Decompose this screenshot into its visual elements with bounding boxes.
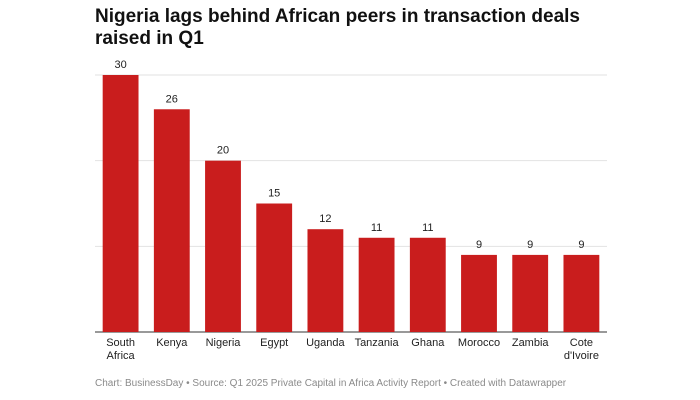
value-label: 15 <box>268 188 280 200</box>
value-label: 9 <box>578 239 584 251</box>
value-label: 12 <box>319 213 331 225</box>
x-tick-label: Ghana <box>411 337 445 349</box>
x-tick-label: South Africa <box>106 337 135 362</box>
x-tick-label: Tanzania <box>354 337 399 349</box>
value-label: 26 <box>166 93 178 105</box>
value-label: 11 <box>422 222 433 234</box>
bar <box>256 203 293 332</box>
x-tick-label: Cote d'Ivoire <box>563 337 599 362</box>
bar <box>358 237 395 332</box>
chart-title: Nigeria lags behind African peers in tra… <box>95 6 580 49</box>
value-label: 9 <box>476 239 482 251</box>
x-tick-label: Morocco <box>457 337 501 349</box>
footer: Chart: BusinessDay • Source: Q1 2025 Pri… <box>95 378 567 389</box>
bar <box>102 75 139 332</box>
x-tick-label: Egypt <box>260 337 289 349</box>
x-tick-label: Kenya <box>156 337 188 349</box>
bar <box>307 229 344 332</box>
bar <box>461 254 497 332</box>
bar <box>409 237 446 332</box>
value-label: 20 <box>217 145 229 157</box>
value-label: 11 <box>371 222 382 234</box>
bar <box>512 254 549 332</box>
bar <box>153 109 190 333</box>
x-tick-label: Zambia <box>511 337 549 349</box>
x-tick-label: Nigeria <box>205 337 241 349</box>
x-tick-label: Uganda <box>306 337 345 349</box>
value-label: 9 <box>527 239 533 251</box>
bar <box>205 160 241 332</box>
bar <box>563 254 600 332</box>
value-label: 30 <box>114 59 126 71</box>
